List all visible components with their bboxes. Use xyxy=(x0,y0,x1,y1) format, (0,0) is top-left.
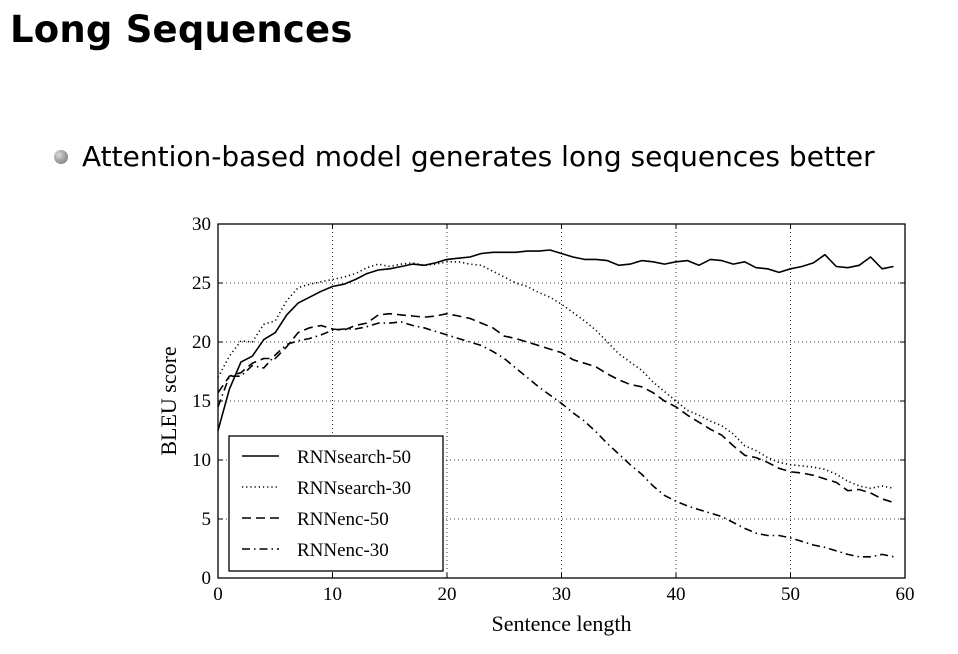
legend-label: RNNsearch-30 xyxy=(297,478,411,499)
x-tick-label: 40 xyxy=(667,584,686,605)
legend: RNNsearch-50 RNNsearch-30 RNNenc-50 RNNenc-… xyxy=(228,435,444,572)
bullet-dot-icon xyxy=(54,149,68,164)
x-tick-label: 30 xyxy=(552,584,571,605)
y-tick-label: 0 xyxy=(202,568,212,589)
x-tick-label: 60 xyxy=(896,584,915,605)
bullet-text: Attention-based model generates long seq… xyxy=(82,140,875,173)
x-tick-label: 50 xyxy=(781,584,800,605)
ticks: 0 10 20 30 40 50 60 0 5 10 15 20 25 30 xyxy=(192,214,915,605)
bullet-item: Attention-based model generates long seq… xyxy=(54,140,875,173)
y-tick-label: 5 xyxy=(202,509,212,530)
series-line-rnnenc-30 xyxy=(217,321,894,558)
legend-label: RNNenc-30 xyxy=(297,540,389,561)
legend-label: RNNenc-50 xyxy=(297,509,389,530)
y-tick-label: 10 xyxy=(192,450,211,471)
series-line-rnnsearch-30 xyxy=(217,260,894,490)
y-tick-label: 20 xyxy=(192,332,211,353)
series-line-rnnenc-50 xyxy=(217,312,894,504)
y-axis-label: BLEU score xyxy=(156,346,181,455)
y-tick-label: 15 xyxy=(192,391,211,412)
legend-label: RNNsearch-50 xyxy=(297,447,411,468)
series-line-rnnsearch-50 xyxy=(217,249,894,431)
slide-title: Long Sequences xyxy=(10,8,353,51)
x-tick-label: 0 xyxy=(213,584,223,605)
grid xyxy=(218,224,905,578)
y-tick-label: 25 xyxy=(192,273,211,294)
series-lines xyxy=(217,249,894,558)
x-axis-label: Sentence length xyxy=(492,611,632,636)
x-tick-label: 20 xyxy=(438,584,457,605)
y-tick-label: 30 xyxy=(192,214,211,235)
x-tick-label: 10 xyxy=(323,584,342,605)
